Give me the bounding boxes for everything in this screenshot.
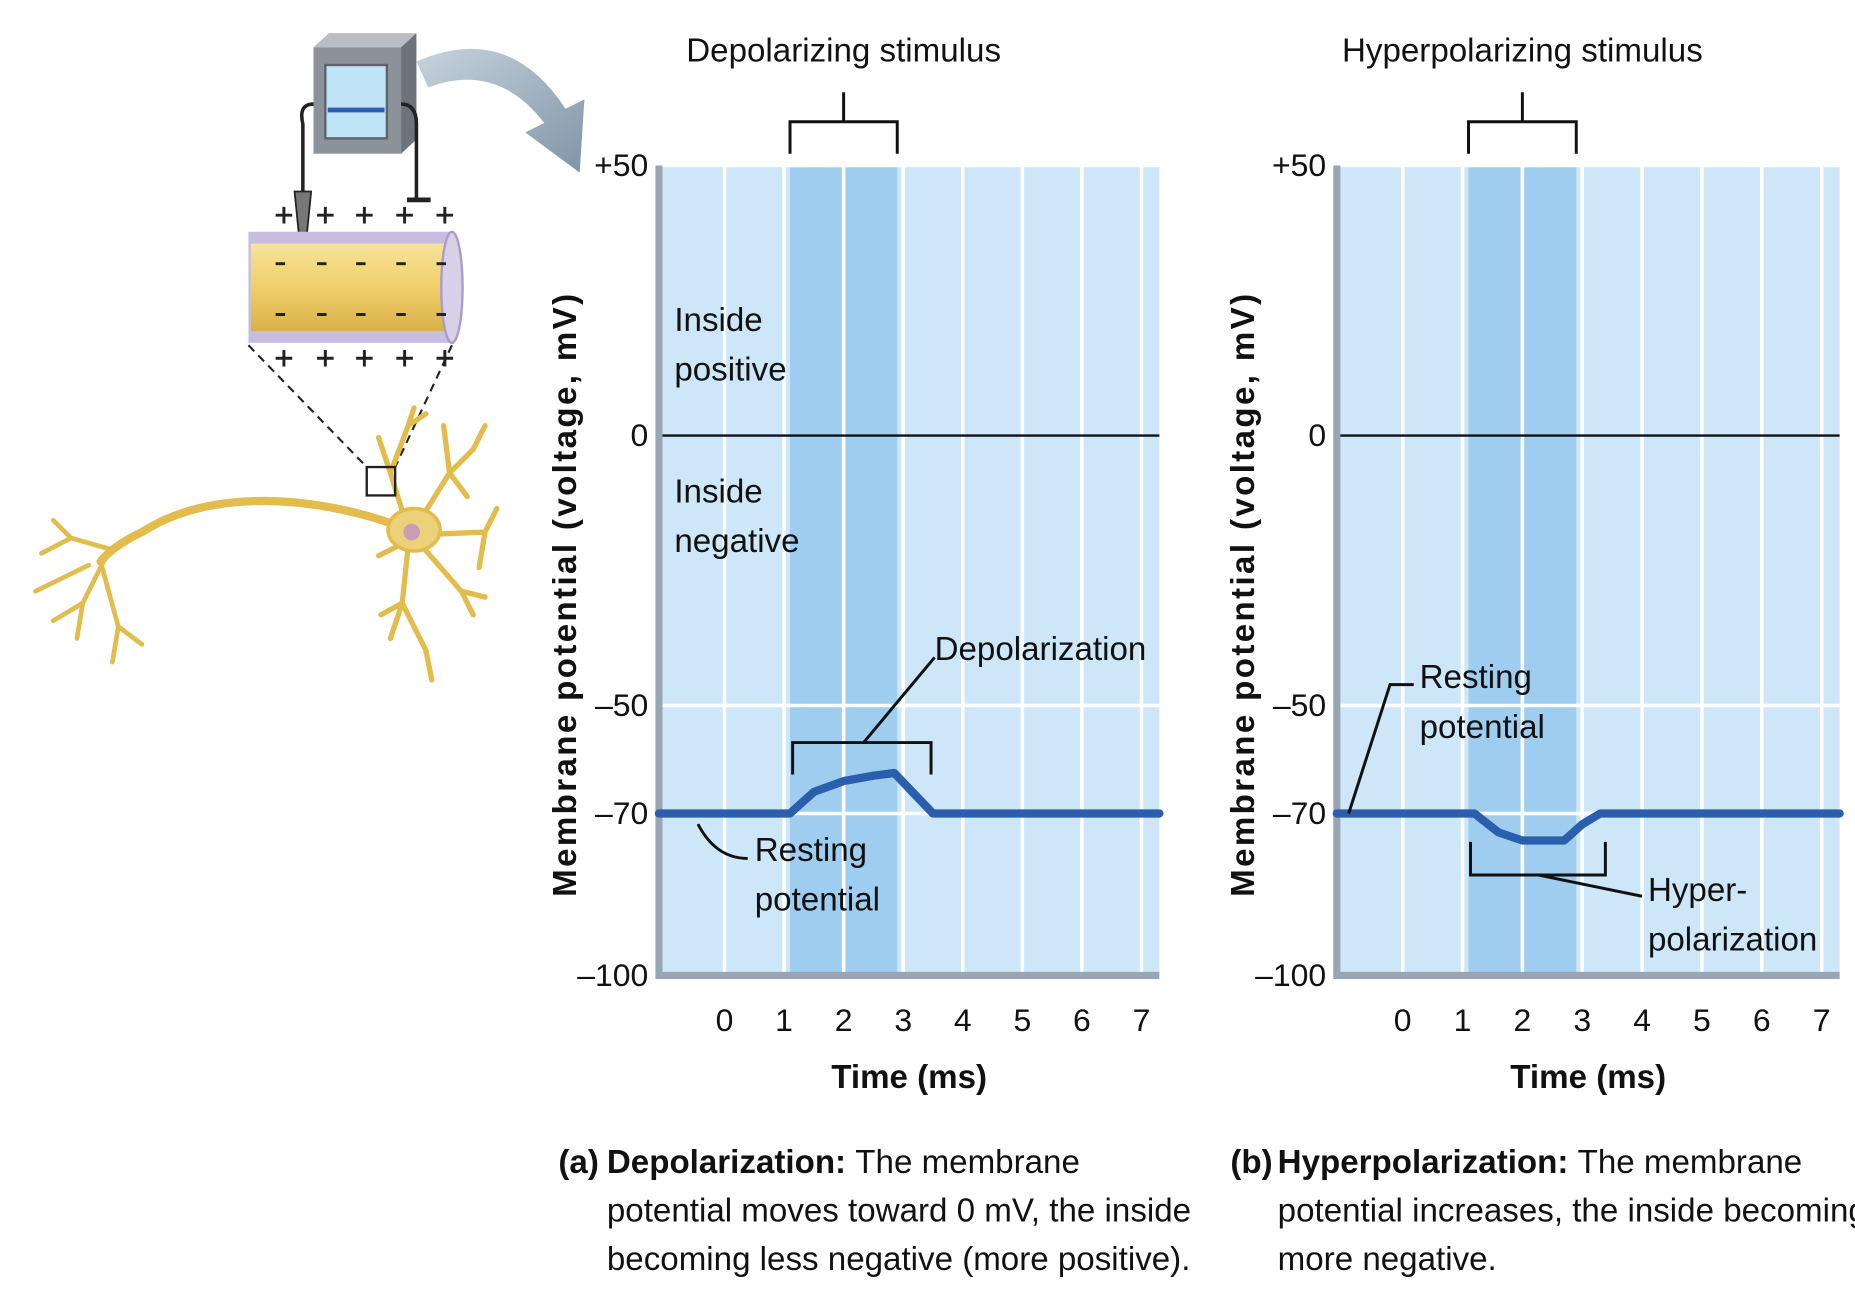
annotation: Depolarization [935, 631, 1147, 668]
caption-text: The membrane [855, 1144, 1080, 1181]
annotation: Inside [674, 302, 762, 339]
caption-line: (a) Depolarization: The membrane [558, 1144, 1079, 1181]
x-tick-label: 3 [894, 1002, 912, 1038]
axon-segment [248, 230, 464, 345]
stimulus-bracket [788, 92, 899, 154]
x-tick-label: 5 [1013, 1002, 1031, 1038]
caption-text: becoming less negative (more positive). [607, 1241, 1191, 1278]
x-tick-label: 2 [835, 1002, 853, 1038]
annotation: potential [755, 881, 880, 918]
y-tick-label: 0 [631, 417, 649, 453]
y-tick-label: +50 [594, 147, 648, 183]
caption-tag: (a) [558, 1144, 598, 1181]
x-tick-label: 2 [1513, 1002, 1531, 1038]
zoom-box [365, 465, 397, 497]
annotation: negative [674, 523, 799, 560]
caption-title: Depolarization: [607, 1144, 846, 1181]
stimulus-title: Depolarizing stimulus [686, 32, 1001, 69]
annotation-leader [1469, 841, 1643, 898]
plot-background [1336, 165, 1840, 976]
y-tick-label: 0 [1308, 417, 1326, 453]
stimulus-band-core [790, 165, 844, 976]
y-axis-title: Membrane potential (voltage, mV) [1225, 291, 1262, 896]
x-tick-label: 6 [1073, 1002, 1091, 1038]
annotation: positive [674, 352, 786, 389]
y-tick-label: –100 [1255, 957, 1326, 993]
y-tick-label: –70 [1273, 795, 1326, 831]
wire [299, 102, 314, 196]
caption-text: potential increases, the inside becoming [1278, 1192, 1855, 1229]
annotation-leader [1347, 683, 1414, 814]
y-tick-label: –70 [595, 795, 648, 831]
annotation: Hyper- [1648, 872, 1747, 909]
caption-line: (b) Hyperpolarization: The membrane [1230, 1144, 1802, 1181]
x-tick-label: 5 [1693, 1002, 1711, 1038]
x-tick-label: 0 [716, 1002, 734, 1038]
zoom-lines [247, 344, 453, 468]
annotation: Resting [1420, 659, 1532, 696]
y-axis-title: Membrane potential (voltage, mV) [547, 291, 584, 896]
y-tick-label: –100 [577, 957, 648, 993]
y-tick-label: +50 [1272, 147, 1326, 183]
x-tick-label: 0 [1394, 1002, 1412, 1038]
caption-text: potential moves toward 0 mV, the inside [607, 1192, 1191, 1229]
annotation: potential [1420, 709, 1545, 746]
annotation: Resting [755, 832, 867, 869]
x-tick-label: 3 [1573, 1002, 1591, 1038]
x-tick-label: 7 [1133, 1002, 1151, 1038]
annotation: polarization [1648, 922, 1817, 959]
x-tick-label: 1 [1454, 1002, 1472, 1038]
plot-background [658, 165, 1160, 976]
annotation: Inside [674, 474, 762, 511]
neuron [33, 405, 500, 683]
caption-tag: (b) [1230, 1144, 1272, 1181]
y-tick-label: –50 [595, 687, 648, 723]
stimulus-band-core [1468, 165, 1523, 976]
annotation-leader [791, 656, 936, 775]
caption-text: The membrane [1578, 1144, 1803, 1181]
x-tick-label: 6 [1753, 1002, 1771, 1038]
nucleus [403, 523, 420, 541]
curved-arrow [416, 48, 585, 173]
voltmeter [313, 33, 417, 154]
x-tick-label: 4 [954, 1002, 972, 1038]
x-axis-title: Time (ms) [1510, 1059, 1666, 1096]
x-tick-label: 7 [1813, 1002, 1831, 1038]
membrane-potential-line [1332, 809, 1844, 845]
x-axis-title: Time (ms) [831, 1059, 987, 1096]
stimulus-title: Hyperpolarizing stimulus [1342, 32, 1703, 69]
stimulus-bracket [1467, 92, 1578, 154]
charge-signs [275, 206, 454, 367]
membrane-potential-line [654, 768, 1164, 818]
x-tick-label: 1 [775, 1002, 793, 1038]
annotation-leader [696, 823, 748, 860]
neuron-illustration [33, 33, 585, 683]
caption-title: Hyperpolarization: [1278, 1144, 1569, 1181]
y-tick-label: –50 [1273, 687, 1326, 723]
wire [400, 102, 419, 199]
caption-text: more negative. [1278, 1241, 1497, 1278]
x-tick-label: 4 [1633, 1002, 1651, 1038]
